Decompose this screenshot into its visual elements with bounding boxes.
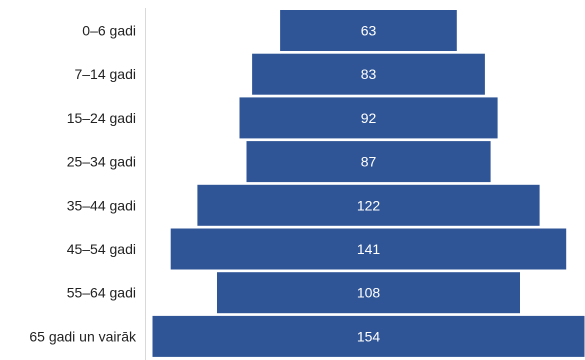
value-label-0: 63 <box>361 23 377 39</box>
category-label-3: 25–34 gadi <box>67 154 136 170</box>
category-label-1: 7–14 gadi <box>74 66 136 82</box>
value-label-4: 122 <box>357 197 381 213</box>
value-label-6: 108 <box>357 285 381 301</box>
bar-0 <box>280 10 457 51</box>
bar-7 <box>152 315 585 357</box>
bar-2 <box>239 97 498 139</box>
bar-6 <box>217 272 520 314</box>
value-label-7: 154 <box>357 328 381 344</box>
bars-group <box>152 10 585 357</box>
category-label-4: 35–44 gadi <box>67 197 136 213</box>
bar-3 <box>246 141 491 183</box>
value-labels-group: 63 83 92 87 122 141 108 154 <box>357 23 381 345</box>
bar-4 <box>197 184 540 226</box>
category-label-5: 45–54 gadi <box>67 241 136 257</box>
category-label-0: 0–6 gadi <box>82 23 136 39</box>
bar-5 <box>170 228 567 270</box>
category-label-2: 15–24 gadi <box>67 110 136 126</box>
value-label-5: 141 <box>357 241 381 257</box>
value-label-3: 87 <box>361 154 377 170</box>
value-label-2: 92 <box>361 110 377 126</box>
category-labels-group: 0–6 gadi 7–14 gadi 15–24 gadi 25–34 gadi 35–… <box>29 23 137 345</box>
value-label-1: 83 <box>361 66 377 82</box>
category-label-7: 65 gadi un vairāk <box>29 328 137 344</box>
category-label-6: 55–64 gadi <box>67 285 136 301</box>
bar-1 <box>252 53 485 95</box>
